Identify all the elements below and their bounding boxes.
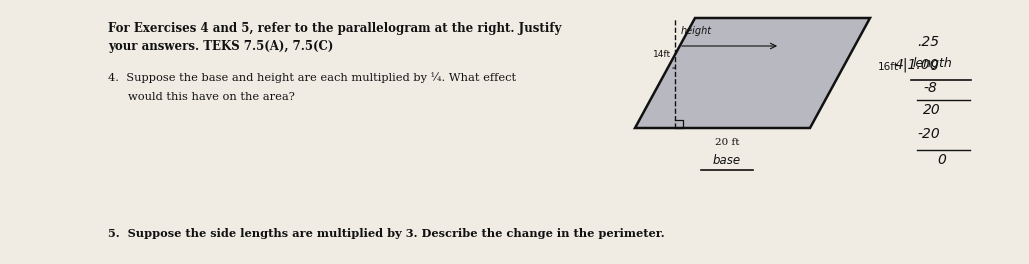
Text: For Exercises 4 and 5, refer to the parallelogram at the right. Justify: For Exercises 4 and 5, refer to the para… xyxy=(108,22,562,35)
Text: 20 ft: 20 ft xyxy=(715,138,739,147)
Text: 5.  Suppose the side lengths are multiplied by 3. Describe the change in the per: 5. Suppose the side lengths are multipli… xyxy=(108,228,665,239)
Text: height: height xyxy=(681,26,712,36)
Text: -20: -20 xyxy=(917,127,939,141)
Text: -8: -8 xyxy=(923,81,936,95)
Text: 0: 0 xyxy=(937,153,946,167)
Text: would this have on the area?: would this have on the area? xyxy=(128,92,295,102)
Text: 16ft: 16ft xyxy=(878,62,899,72)
Text: 4|1.00: 4|1.00 xyxy=(895,57,939,72)
Text: 20: 20 xyxy=(923,103,941,117)
Text: base: base xyxy=(713,154,741,167)
Text: your answers. TEKS 7.5(A), 7.5(C): your answers. TEKS 7.5(A), 7.5(C) xyxy=(108,40,333,53)
Text: 14ft: 14ft xyxy=(652,50,671,59)
Text: .25: .25 xyxy=(917,35,939,49)
Text: 4.  Suppose the base and height are each multiplied by ¼. What effect: 4. Suppose the base and height are each … xyxy=(108,72,517,83)
Text: length: length xyxy=(913,56,953,69)
Polygon shape xyxy=(635,18,870,128)
